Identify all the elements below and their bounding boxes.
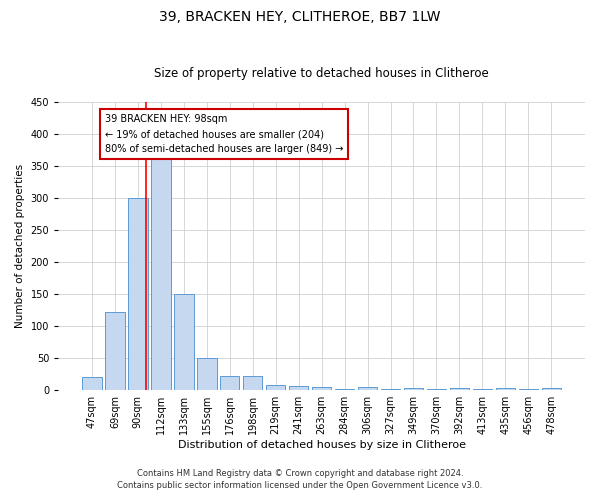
Bar xyxy=(82,378,101,390)
Text: Contains HM Land Registry data © Crown copyright and database right 2024.
Contai: Contains HM Land Registry data © Crown c… xyxy=(118,468,482,490)
Bar xyxy=(542,388,561,390)
Bar xyxy=(335,389,355,390)
Bar xyxy=(381,389,400,390)
Bar xyxy=(197,358,217,390)
Bar xyxy=(243,376,262,390)
Bar xyxy=(473,389,492,390)
Bar xyxy=(105,312,125,390)
Bar xyxy=(518,389,538,390)
Bar xyxy=(289,386,308,390)
X-axis label: Distribution of detached houses by size in Clitheroe: Distribution of detached houses by size … xyxy=(178,440,466,450)
Bar xyxy=(404,388,423,390)
Bar xyxy=(220,376,239,390)
Text: 39 BRACKEN HEY: 98sqm
← 19% of detached houses are smaller (204)
80% of semi-det: 39 BRACKEN HEY: 98sqm ← 19% of detached … xyxy=(104,114,343,154)
Bar xyxy=(496,388,515,390)
Text: 39, BRACKEN HEY, CLITHEROE, BB7 1LW: 39, BRACKEN HEY, CLITHEROE, BB7 1LW xyxy=(159,10,441,24)
Bar xyxy=(174,294,194,390)
Bar xyxy=(128,198,148,390)
Bar xyxy=(358,387,377,390)
Bar xyxy=(266,385,286,390)
Bar xyxy=(151,158,170,390)
Bar xyxy=(312,387,331,390)
Title: Size of property relative to detached houses in Clitheroe: Size of property relative to detached ho… xyxy=(154,66,489,80)
Y-axis label: Number of detached properties: Number of detached properties xyxy=(15,164,25,328)
Bar xyxy=(449,388,469,390)
Bar xyxy=(427,389,446,390)
